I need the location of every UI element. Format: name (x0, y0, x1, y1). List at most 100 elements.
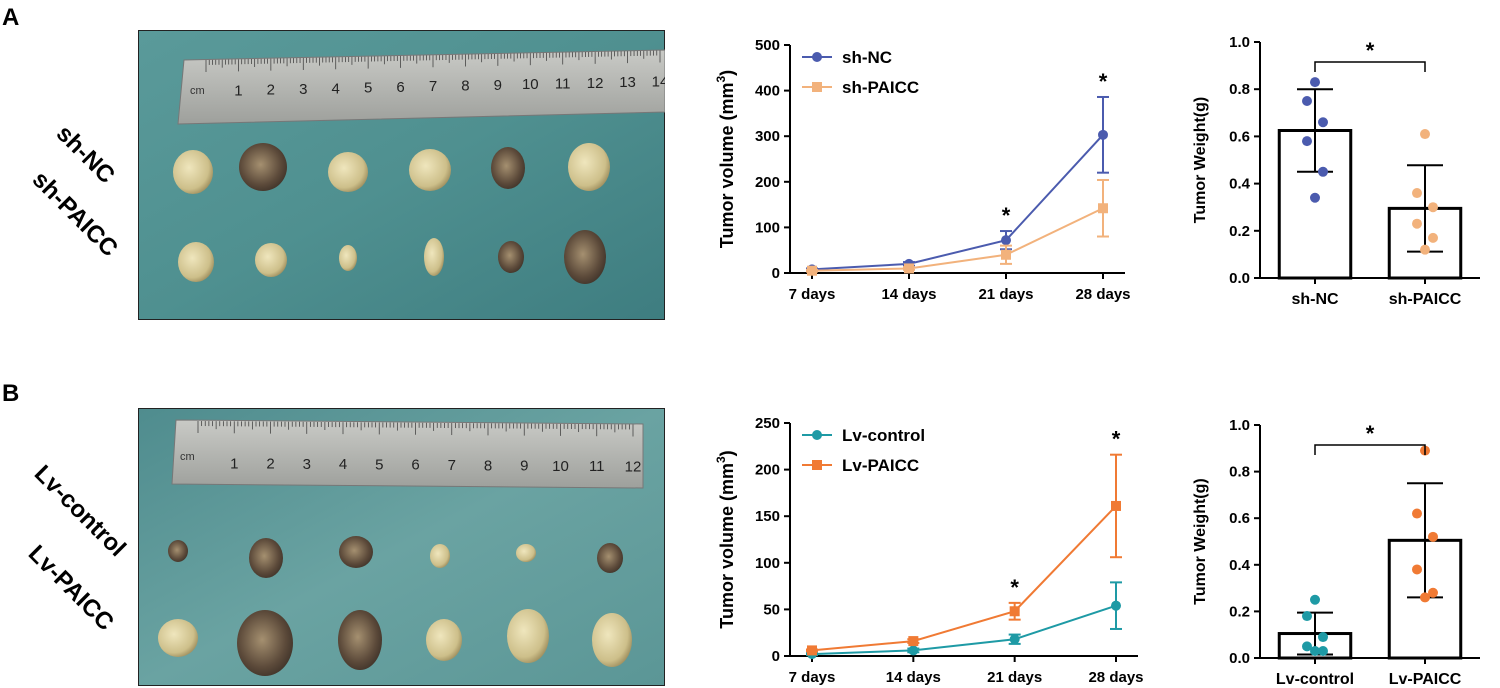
y-axis-label-text: Tumor volume (mm (717, 83, 737, 249)
tumor (498, 241, 524, 273)
legend-marker (812, 460, 822, 470)
ruler-number: 4 (339, 456, 347, 473)
ruler-number: 5 (364, 80, 372, 97)
data-point (1412, 564, 1422, 575)
tumor (491, 147, 525, 189)
data-point (1318, 646, 1328, 657)
y-tick-label: 200 (755, 462, 780, 479)
ruler-unit-a: cm (190, 85, 205, 97)
tumor (564, 230, 606, 284)
y-tick-label: 100 (755, 555, 780, 572)
data-point (1318, 166, 1328, 177)
data-point (1428, 232, 1438, 243)
data-point (1302, 96, 1312, 106)
x-tick-label: 21 days (978, 286, 1033, 303)
y-tick-label: 0.0 (1229, 270, 1250, 287)
y-axis-label-text: Tumor volume (mm (717, 463, 737, 629)
ruler-number: 3 (299, 81, 307, 98)
x-tick-label: sh-PAICC (1389, 291, 1462, 308)
data-point (1318, 117, 1328, 128)
legend-marker (812, 82, 822, 92)
y-axis-label: Tumor Weight(g) (1192, 478, 1209, 605)
y-tick-label: 0.4 (1229, 557, 1251, 574)
ruler-number: 1 (234, 82, 242, 99)
line-chart-B-line: 0 50 100 150 200 250 7 days 14 days 21 days 28 da… (714, 415, 1144, 686)
panel-label-b: B (2, 380, 20, 407)
x-tick-label: 28 days (1088, 669, 1143, 686)
significance-bracket (1314, 444, 1426, 455)
tumor (338, 610, 382, 670)
ruler-number: 12 (587, 75, 604, 92)
tumor (507, 609, 549, 663)
tumor (597, 543, 623, 573)
y-tick-label: 0.6 (1229, 128, 1250, 145)
data-point (1302, 641, 1312, 652)
y-tick-label: 0.0 (1229, 650, 1250, 667)
y-tick-label: 0.6 (1229, 510, 1250, 527)
y-tick-label: 0.2 (1229, 603, 1250, 620)
ruler-unit-b: cm (180, 451, 195, 463)
tumor (339, 245, 357, 271)
y-tick-label: 300 (755, 128, 780, 145)
series-line-Lv-PAICC (811, 505, 1117, 652)
x-tick-label: Lv-PAICC (1389, 671, 1462, 688)
tumor-photo-b: cm 1 2 3 4 5 6 7 8 9 10 11 12 (138, 408, 665, 686)
legend-marker (812, 52, 822, 62)
significance-bracket (1314, 61, 1426, 72)
data-point (1001, 235, 1011, 246)
ruler-number: 13 (619, 74, 636, 91)
y-axis-label-sup: 3 (714, 76, 728, 83)
y-tick-label: 0 (772, 648, 780, 665)
tumor (592, 613, 632, 667)
legend-label: Lv-control (842, 426, 925, 445)
y-tick-label: 400 (755, 83, 780, 100)
y-tick-label: 1.0 (1229, 34, 1250, 51)
data-point (1310, 192, 1320, 203)
data-point (1318, 632, 1328, 643)
data-point (1420, 244, 1430, 255)
data-point (1428, 531, 1438, 542)
y-tick-label: 500 (755, 37, 780, 54)
data-point (1310, 594, 1320, 605)
data-point (1111, 600, 1121, 611)
data-point (908, 636, 919, 647)
tumor (173, 150, 213, 194)
data-point (1310, 646, 1320, 657)
ruler-number: 6 (411, 457, 419, 474)
data-point (1111, 500, 1121, 511)
ruler-number: 2 (267, 82, 275, 99)
legend-label: sh-PAICC (842, 78, 919, 97)
x-tick-label: Lv-control (1276, 671, 1354, 688)
y-axis-label-end: ) (717, 70, 737, 76)
ruler-number: 8 (461, 78, 469, 95)
data-point (1302, 611, 1312, 622)
y-tick-label: 250 (755, 415, 780, 432)
tumor (168, 540, 188, 562)
x-tick-label: 7 days (789, 669, 836, 686)
y-axis-label: Tumor volume (mm3) (714, 450, 737, 628)
panel-label-a: A (2, 4, 20, 31)
significance-star: * (1112, 427, 1121, 452)
data-point (1428, 587, 1438, 598)
series-line-sh-PAICC (811, 207, 1104, 272)
x-tick-label: 28 days (1075, 286, 1130, 303)
x-tick-label: 14 days (881, 286, 936, 303)
y-axis-label: Tumor Weight(g) (1192, 97, 1209, 224)
ruler-number: 6 (396, 79, 404, 96)
y-tick-label: 1.0 (1229, 417, 1250, 434)
data-point (1420, 129, 1430, 140)
tumor (255, 243, 287, 277)
data-point (1009, 634, 1020, 645)
data-point (1420, 592, 1430, 603)
ruler-number: 11 (555, 76, 571, 93)
ruler-number: 3 (303, 456, 311, 473)
tumor (516, 544, 536, 562)
data-point (1412, 188, 1422, 199)
significance-star: * (1010, 575, 1019, 600)
y-axis-label: Tumor volume (mm3) (714, 70, 737, 248)
tumor (237, 610, 293, 676)
ruler-ticks-b (197, 421, 634, 437)
data-point (904, 263, 914, 274)
y-axis-label-end: ) (717, 450, 737, 456)
